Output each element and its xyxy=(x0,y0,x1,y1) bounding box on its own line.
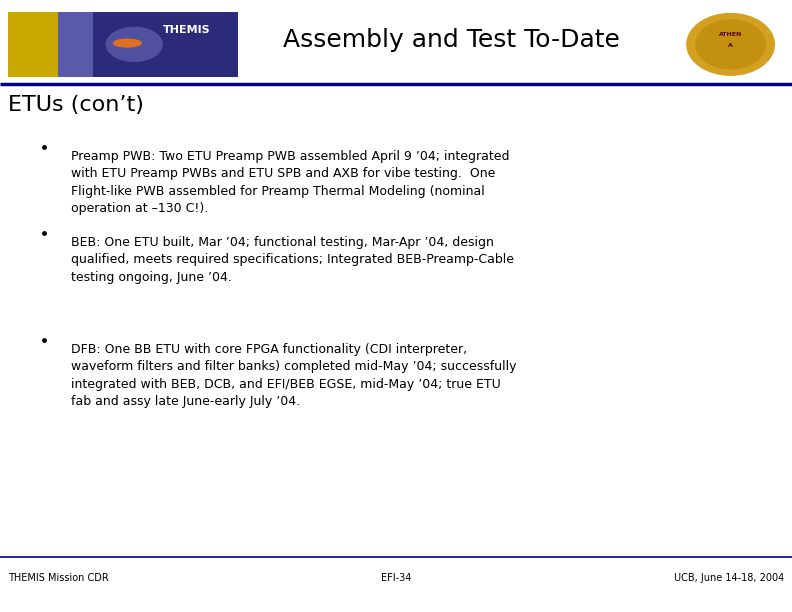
Text: UCB, June 14-18, 2004: UCB, June 14-18, 2004 xyxy=(674,573,784,583)
Circle shape xyxy=(113,39,141,47)
Text: Preamp PWB: Two ETU Preamp PWB assembled April 9 ’04; integrated
with ETU Preamp: Preamp PWB: Two ETU Preamp PWB assembled… xyxy=(71,150,510,215)
Text: THEMIS Mission CDR: THEMIS Mission CDR xyxy=(8,573,109,583)
Text: EFI-34: EFI-34 xyxy=(381,573,411,583)
Text: THEMIS: THEMIS xyxy=(163,25,211,35)
Circle shape xyxy=(687,13,775,75)
Text: ATHEN: ATHEN xyxy=(719,32,742,37)
Bar xyxy=(59,12,93,76)
Text: BEB: One ETU built, Mar ’04; functional testing, Mar-Apr ’04, design
qualified, : BEB: One ETU built, Mar ’04; functional … xyxy=(71,236,514,283)
Text: A: A xyxy=(728,43,733,48)
Circle shape xyxy=(696,20,765,69)
Text: Assembly and Test To-Date: Assembly and Test To-Date xyxy=(283,28,620,52)
Bar xyxy=(8,12,59,76)
Text: ETUs (con’t): ETUs (con’t) xyxy=(8,95,144,115)
Ellipse shape xyxy=(105,27,163,62)
Text: DFB: One BB ETU with core FPGA functionality (CDI interpreter,
waveform filters : DFB: One BB ETU with core FPGA functiona… xyxy=(71,343,516,408)
Bar xyxy=(93,12,238,76)
